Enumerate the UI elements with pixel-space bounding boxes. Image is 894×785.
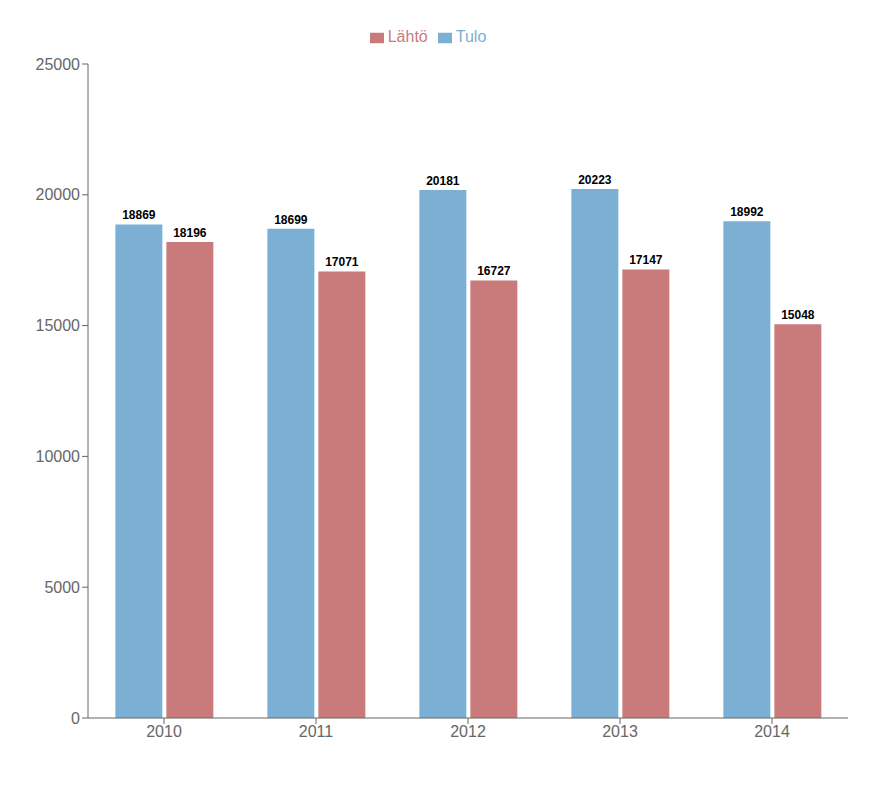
svg-text:20181: 20181 <box>426 174 460 188</box>
svg-text:18196: 18196 <box>173 226 207 240</box>
svg-text:20000: 20000 <box>36 186 81 203</box>
svg-text:15000: 15000 <box>36 317 81 334</box>
svg-text:16727: 16727 <box>477 264 511 278</box>
svg-text:17147: 17147 <box>629 253 663 267</box>
html-text:Lähtö: Lähtö <box>387 28 428 45</box>
svg-text:5000: 5000 <box>44 579 80 596</box>
svg-text:17071: 17071 <box>325 255 359 269</box>
svg-text:2011: 2011 <box>299 723 334 740</box>
svg-text:18869: 18869 <box>122 208 156 222</box>
svg-text:2012: 2012 <box>450 723 486 740</box>
svg-text:0: 0 <box>71 710 80 727</box>
svg-text:20223: 20223 <box>578 173 612 187</box>
svg-text:2013: 2013 <box>602 723 638 740</box>
svg-text:2014: 2014 <box>754 723 790 740</box>
svg-text:2010: 2010 <box>146 723 182 740</box>
svg-text:15048: 15048 <box>781 308 815 322</box>
svg-text:10000: 10000 <box>36 448 81 465</box>
svg-text:25000: 25000 <box>36 56 81 73</box>
svg-text:18992: 18992 <box>730 205 764 219</box>
svg-text:18699: 18699 <box>274 213 308 227</box>
html-text:Tulo: Tulo <box>455 28 487 45</box>
